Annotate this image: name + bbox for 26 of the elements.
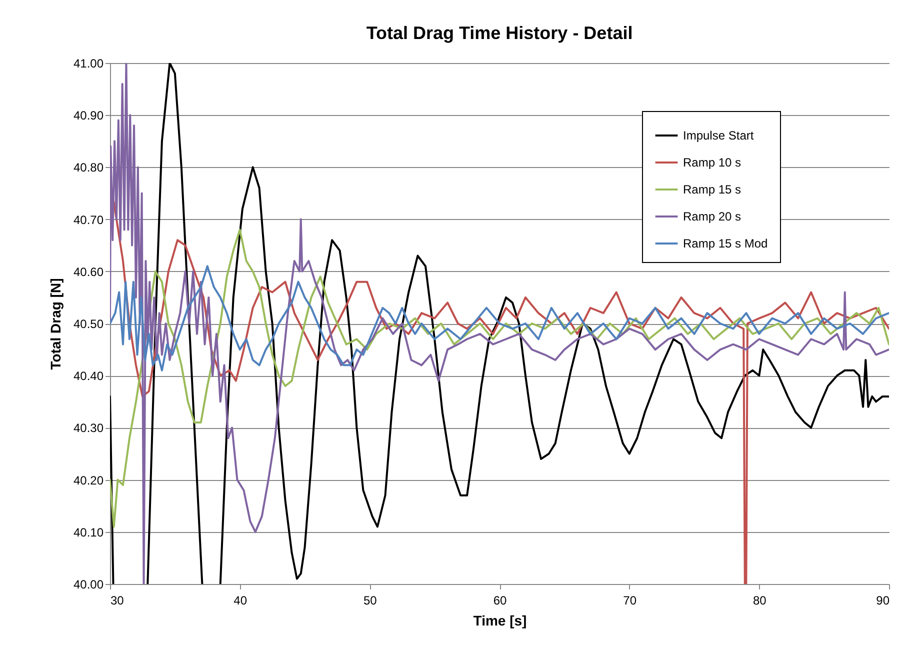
legend-label: Ramp 15 s xyxy=(683,182,742,196)
y-tick-label: 40.20 xyxy=(73,473,104,488)
x-tick-label: 70 xyxy=(623,594,637,608)
y-tick-label: 40.40 xyxy=(73,369,104,384)
x-tick-label: 60 xyxy=(493,594,507,608)
x-tick-label: 50 xyxy=(363,594,378,608)
legend-label: Impulse Start xyxy=(683,128,754,142)
y-tick-label: 40.10 xyxy=(73,525,104,540)
y-tick-label: 40.80 xyxy=(73,160,104,175)
y-tick-label: 40.70 xyxy=(73,212,104,227)
y-axis-title: Total Drag [N] xyxy=(47,278,64,370)
x-tick-label: 30 xyxy=(110,594,124,608)
x-tick-label: 90 xyxy=(876,594,890,608)
x-axis-title: Time [s] xyxy=(473,612,527,628)
x-tick-label: 80 xyxy=(752,594,767,608)
chart-title: Total Drag Time History - Detail xyxy=(366,23,633,43)
legend-label: Ramp 20 s xyxy=(683,210,742,224)
y-tick-label: 40.50 xyxy=(73,317,104,331)
legend-label: Ramp 10 s xyxy=(683,156,742,170)
y-tick-label: 40.30 xyxy=(73,421,104,436)
y-tick-label: 41.00 xyxy=(73,56,104,70)
y-tick-label: 40.90 xyxy=(73,108,104,123)
y-tick-label: 40.60 xyxy=(73,264,104,279)
legend-label: Ramp 15 s Mod xyxy=(683,236,768,250)
x-tick-label: 40 xyxy=(234,594,248,608)
y-tick-label: 40.00 xyxy=(73,578,104,592)
